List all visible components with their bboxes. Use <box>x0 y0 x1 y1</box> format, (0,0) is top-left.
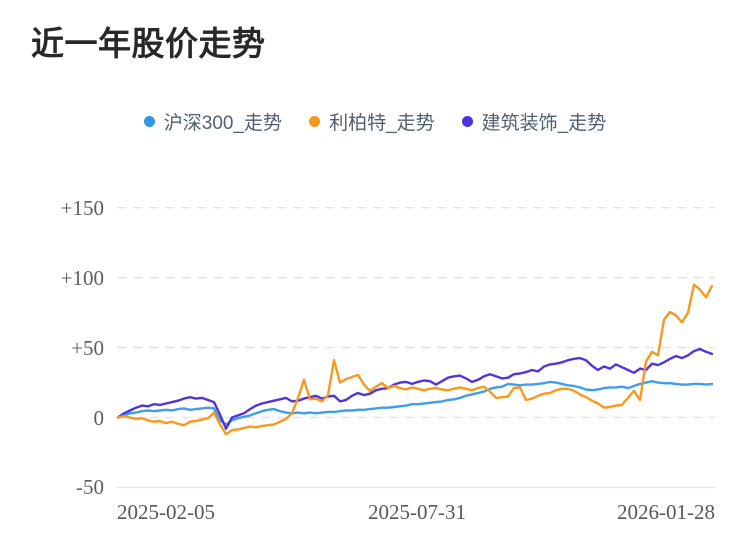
x-axis-tick-label-start: 2025-02-05 <box>117 500 215 524</box>
legend-item-libote[interactable]: 利柏特_走势 <box>309 108 435 135</box>
series-line-利柏特_走势 <box>116 283 714 436</box>
series-line-沪深300_走势 <box>116 380 714 426</box>
hs300-dot-icon <box>143 116 155 127</box>
jianzhuzhuangshi-dot-icon <box>461 116 473 127</box>
legend-label-hs300: 沪深300_走势 <box>163 113 283 134</box>
legend-item-hs300[interactable]: 沪深300_走势 <box>143 108 283 135</box>
x-axis-tick-label-mid: 2025-07-31 <box>368 500 466 524</box>
legend-item-jianzhuzhuangshi[interactable]: 建筑装饰_走势 <box>461 108 607 135</box>
chart-title: 近一年股价走势 <box>31 25 266 62</box>
x-axis-tick-label-end: 2026-01-28 <box>617 500 715 524</box>
series-line-建筑装饰_走势 <box>116 347 714 430</box>
legend: 沪深300_走势 利柏特_走势 建筑装饰_走势 <box>0 108 750 135</box>
libote-dot-icon <box>309 116 321 127</box>
legend-label-jianzhuzhuangshi: 建筑装饰_走势 <box>481 113 607 134</box>
legend-label-libote: 利柏特_走势 <box>329 113 435 134</box>
